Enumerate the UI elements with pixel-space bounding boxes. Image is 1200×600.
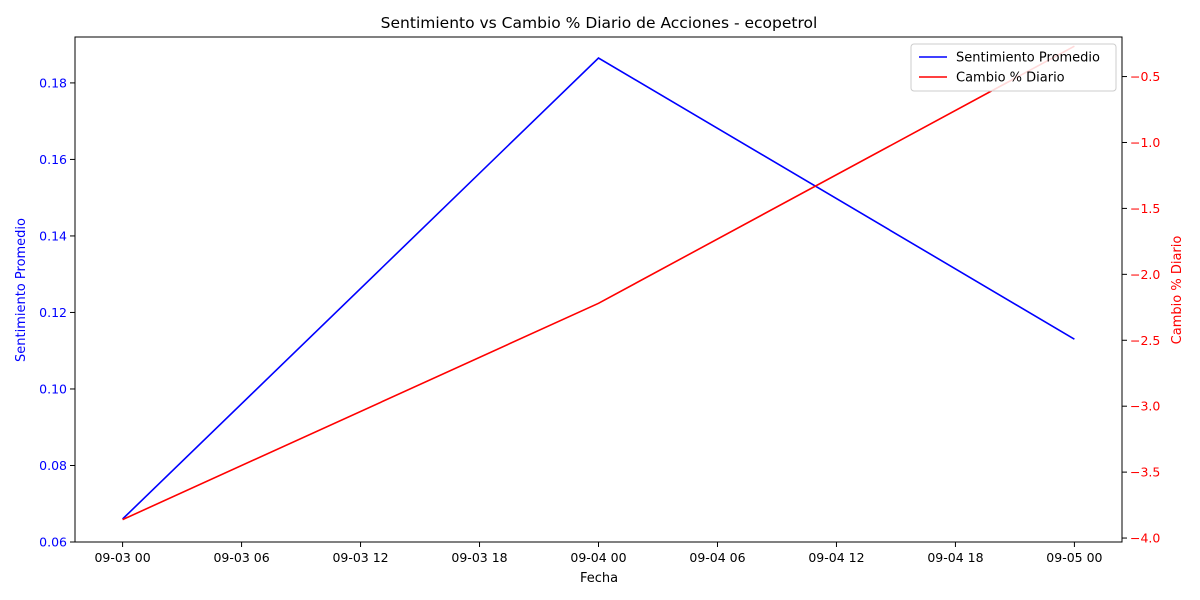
y-left-tick-label: 0.10 <box>39 381 67 396</box>
legend: Sentimiento Promedio Cambio % Diario <box>910 43 1117 92</box>
x-tick-label: 09-05 00 <box>1046 550 1102 565</box>
plot-frame <box>74 36 1123 543</box>
series-line-1 <box>122 45 1075 521</box>
y-right-tick-label: −2.0 <box>1130 267 1160 282</box>
plot-area <box>74 36 1123 543</box>
x-axis-label: Fecha <box>580 571 618 586</box>
y-axis-right-label: Cambio % Diario <box>1170 236 1185 345</box>
x-tick-label: 09-03 06 <box>213 550 269 565</box>
y-right-tick-label: −1.5 <box>1130 201 1160 216</box>
y-left-tick-label: 0.06 <box>39 535 67 550</box>
x-tick-label: 09-04 12 <box>808 550 864 565</box>
x-axis: 09-03 00 09-03 06 09-03 12 09-03 18 09-04 00… <box>94 542 1103 565</box>
series-line-0 <box>122 57 1075 520</box>
x-tick-label: 09-04 06 <box>689 550 745 565</box>
x-tick-label: 09-04 00 <box>570 550 626 565</box>
y-right-tick-label: −2.5 <box>1130 333 1160 348</box>
y-right-tick-label: −3.0 <box>1130 399 1160 414</box>
y-left-tick-label: 0.12 <box>39 305 67 320</box>
x-tick-label: 09-03 18 <box>451 550 507 565</box>
chart-title: Sentimiento vs Cambio % Diario de Accion… <box>381 14 818 32</box>
y-axis-left: 0.06 0.08 0.10 0.12 0.14 0.16 0.18 <box>39 75 75 550</box>
x-tick-label: 09-04 18 <box>927 550 983 565</box>
y-right-tick-label: −0.5 <box>1130 69 1160 84</box>
y-left-tick-label: 0.08 <box>39 458 67 473</box>
y-right-tick-label: −3.5 <box>1130 465 1160 480</box>
y-left-tick-label: 0.14 <box>39 228 67 243</box>
legend-label: Sentimiento Promedio <box>956 51 1100 66</box>
y-right-tick-label: −1.0 <box>1130 135 1160 150</box>
x-tick-label: 09-03 12 <box>332 550 388 565</box>
y-left-tick-label: 0.18 <box>39 75 67 90</box>
x-tick-label: 09-03 00 <box>94 550 150 565</box>
y-left-tick-label: 0.16 <box>39 152 67 167</box>
y-right-tick-label: −4.0 <box>1130 531 1160 546</box>
y-axis-right: −4.0 −3.5 −3.0 −2.5 −2.0 −1.5 −1.0 −0.5 <box>1122 69 1160 546</box>
legend-label: Cambio % Diario <box>956 71 1065 86</box>
legend-box <box>910 43 1117 92</box>
y-axis-left-label: Sentimiento Promedio <box>14 218 29 362</box>
